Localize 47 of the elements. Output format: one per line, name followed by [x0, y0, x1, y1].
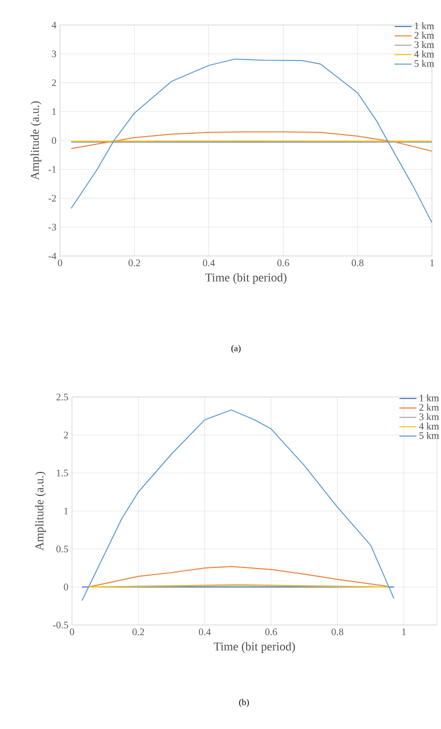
y-tick-label: 1.5 [56, 470, 68, 476]
y-tick-label: 2 [52, 79, 56, 86]
x-tick-label: 1 [430, 260, 434, 266]
y-tick-label: 4 [52, 22, 56, 28]
legend-label: 4 km [419, 422, 439, 430]
y-tick-label: 0 [52, 137, 56, 144]
legend-label: 1 km [414, 22, 434, 30]
legend-label: 1 km [420, 394, 439, 402]
x-tick-label: 0.2 [132, 628, 144, 636]
y-tick-label: -4 [48, 252, 56, 260]
y-tick-label: -2 [48, 194, 56, 202]
legend-label: 5 km [414, 60, 434, 67]
legend-label: 3 km [414, 41, 434, 48]
legend-label: 3 km [419, 413, 439, 420]
text: (a) [231, 344, 241, 354]
y-tick-label: -0.5 [53, 622, 68, 628]
x-tick-label: 0.4 [202, 260, 215, 266]
y-tick-label: 1 [64, 508, 68, 514]
x-tick-label: 0.8 [352, 260, 364, 266]
x-tick-label: 1 [402, 628, 406, 636]
y-tick-label: -1 [48, 166, 56, 173]
legend-label: 5 km [420, 432, 439, 439]
legend-label: 4 km [414, 50, 434, 58]
y-tick-label: 1 [52, 108, 56, 115]
text: (b) [239, 698, 249, 708]
legend-label: 2 km [419, 404, 439, 411]
y-tick-label: 2.5 [56, 394, 68, 400]
y-tick-label: -3 [48, 224, 56, 230]
y-axis-title: Amplitude (a.u.) [30, 101, 42, 180]
line-series [88, 566, 388, 588]
x-tick-label: 0.6 [265, 628, 278, 636]
y-axis-title: Amplitude (a.u.) [35, 472, 46, 551]
y-tick-label: 0 [64, 584, 68, 590]
x-tick-label: 0.4 [198, 628, 211, 636]
y-tick-label: 3 [52, 50, 56, 58]
line-series [70, 58, 432, 224]
line-series [81, 409, 394, 602]
y-tick-label: 2 [64, 432, 68, 438]
x-axis-title: Time (bit period) [205, 273, 286, 284]
line-series [70, 131, 432, 152]
x-tick-label: 0 [70, 628, 74, 636]
x-tick-label: 0.2 [128, 260, 140, 266]
x-tick-label: 0.6 [277, 260, 290, 266]
x-axis-title: Time (bit period) [214, 642, 295, 653]
legend-label: 2 km [414, 32, 434, 39]
x-tick-label: 0.8 [332, 628, 344, 636]
y-tick-label: 0.5 [56, 546, 68, 552]
